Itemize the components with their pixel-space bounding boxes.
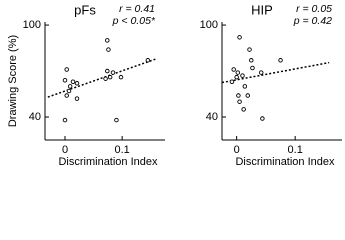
- point: [66, 88, 72, 94]
- point: [250, 65, 255, 71]
- figure: 40 100 0 0.1 pFs r = 0.41p < 0.05* Discriminat…: [7, 2, 342, 168]
- x-axis-label: Discrimination Index: [58, 156, 158, 168]
- point: [247, 47, 252, 52]
- y-tick-label: 40: [29, 111, 41, 123]
- title: pFs: [74, 2, 96, 17]
- x-tick-label: 0.1: [288, 144, 303, 156]
- y-tick-label: 100: [200, 19, 218, 31]
- point: [237, 35, 242, 40]
- y-tick-label: 100: [23, 19, 41, 31]
- annotation: r = 0.41: [119, 3, 155, 15]
- point: [107, 74, 113, 80]
- x-tick-label: 0: [234, 144, 240, 156]
- fit-line: [47, 58, 157, 98]
- point: [231, 67, 236, 72]
- point: [235, 70, 241, 75]
- point: [74, 96, 80, 101]
- y-tick-label: 40: [206, 111, 218, 123]
- point: [260, 116, 265, 121]
- point: [64, 67, 69, 72]
- point: [64, 93, 69, 98]
- point: [234, 74, 239, 80]
- y-axis-label: Drawing Score (%): [7, 35, 19, 127]
- point: [103, 76, 108, 81]
- point: [278, 58, 283, 63]
- point: [258, 70, 264, 75]
- point: [67, 84, 73, 89]
- point: [242, 84, 248, 89]
- x-tick-label: 0: [62, 144, 68, 156]
- point: [118, 74, 124, 80]
- point: [62, 77, 68, 83]
- point: [145, 58, 151, 63]
- point: [229, 79, 235, 85]
- point: [105, 38, 110, 43]
- annotation: p < 0.05*: [112, 15, 156, 27]
- point: [249, 58, 254, 63]
- point: [110, 70, 116, 75]
- point: [70, 79, 76, 85]
- point: [106, 47, 111, 52]
- point: [236, 93, 241, 98]
- x-tick-label: 0.1: [114, 144, 129, 156]
- title: HIP: [251, 2, 273, 17]
- point: [105, 68, 110, 74]
- annotation: r = 0.05: [296, 3, 332, 15]
- x-axis-label: Discrimination Index: [235, 156, 335, 168]
- point: [114, 117, 119, 123]
- point: [62, 117, 68, 123]
- point: [240, 73, 245, 78]
- point: [237, 99, 242, 104]
- annotation: p = 0.42: [293, 15, 332, 27]
- point: [245, 93, 251, 98]
- point: [241, 107, 246, 112]
- point: [74, 81, 80, 86]
